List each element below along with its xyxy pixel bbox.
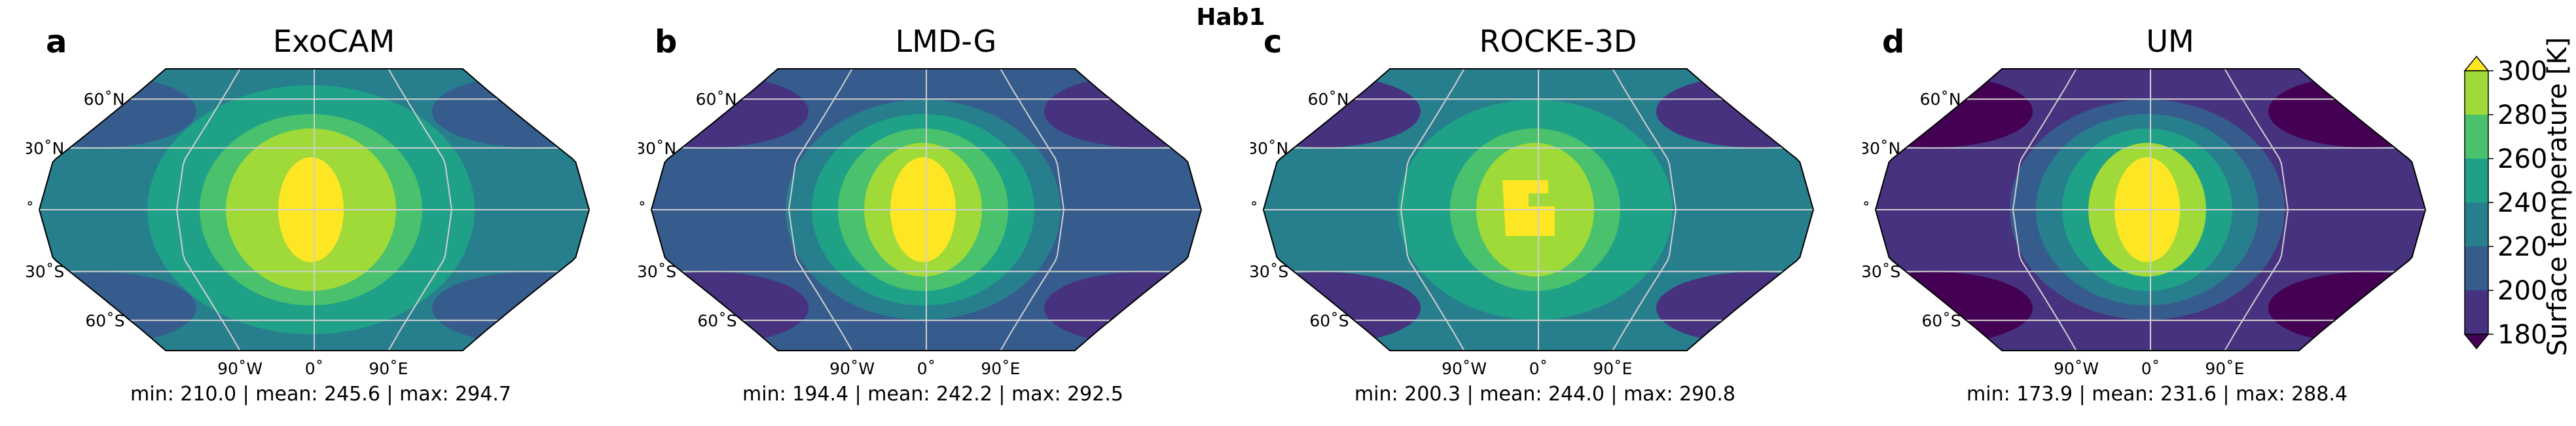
colorbar-tick-label: 280 (2497, 100, 2547, 130)
colorbar: Surface temperature [K] 300 280 260 240 220 2… (2463, 37, 2573, 357)
meridian-line (1400, 69, 1465, 351)
panel-title: UM (2146, 24, 2194, 59)
lat-tick-label: 30˚S (1862, 262, 1900, 281)
panel-d: d UM 60˚N 30˚N 0˚ 30˚S 60˚S 90˚W 0˚ 90˚E min: 1… (1862, 0, 2452, 426)
lon-tick-label: 0˚ (2141, 359, 2160, 378)
colorbar-swatch (2465, 290, 2488, 334)
colorbar-extend-max (2463, 55, 2490, 71)
lon-tick-label: 90˚W (2054, 359, 2099, 378)
lat-tick-label: 30˚S (1250, 262, 1288, 281)
panel-title: LMD-G (895, 24, 997, 59)
lat-tick-label: 60˚N (1308, 90, 1349, 109)
lat-tick-label: 0˚ (638, 201, 646, 220)
lon-tick-label: 90˚W (217, 359, 263, 378)
panel-b: b LMD-G 60˚N 30˚N 0˚ 30˚S 60˚S 90˚W 0˚ 90˚E min… (638, 0, 1227, 426)
panel-title: ROCKE-3D (1479, 24, 1637, 59)
meridian-line (788, 69, 853, 351)
panel-letter: a (46, 24, 67, 60)
lon-tick-label: 90˚E (2205, 359, 2244, 378)
lon-tick-label: 0˚ (1529, 359, 1548, 378)
map-outline (1874, 68, 2427, 351)
lat-tick-label: 0˚ (1862, 201, 1870, 220)
lon-tick-label: 90˚W (1442, 359, 1487, 378)
panel-letter: d (1882, 24, 1905, 60)
lat-tick-label: 60˚N (696, 90, 737, 109)
temperature-map: 60˚N 30˚N 0˚ 30˚S 60˚S 90˚W 0˚ 90˚E (638, 68, 1203, 378)
colorbar-extend-min (2463, 334, 2490, 350)
colorbar-swatch (2465, 71, 2488, 115)
panel-title: ExoCAM (272, 24, 395, 59)
temperature-field (1263, 69, 1813, 351)
lat-tick-label: 30˚S (638, 262, 676, 281)
lat-tick-label: 60˚N (1920, 90, 1961, 109)
map-outline (1262, 68, 1815, 351)
figure-suptitle: Hab1 (1196, 4, 1265, 31)
temperature-map: 60˚N 30˚N 0˚ 30˚S 60˚S 90˚W 0˚ 90˚E (26, 68, 590, 378)
lat-tick-label: 30˚S (26, 262, 64, 281)
colorbar-swatch (2465, 246, 2488, 290)
colorbar-tick-label: 260 (2497, 144, 2547, 174)
lat-tick-label: 30˚N (638, 139, 676, 158)
temperature-band (1502, 180, 1555, 236)
panel-letter: b (655, 24, 678, 60)
lon-tick-label: 90˚W (829, 359, 875, 378)
lat-tick-label: 60˚S (1921, 311, 1961, 330)
colorbar-tick-label: 180 (2497, 320, 2547, 350)
lat-tick-label: 60˚S (697, 311, 736, 330)
lat-tick-label: 60˚S (1309, 311, 1349, 330)
panel-a: a ExoCAM 60˚N 30˚N 0˚ 30˚S 60˚S 90˚W 0˚ 90˚E mi… (26, 0, 615, 426)
panel-stats: min: 200.3 | mean: 244.0 | max: 290.8 (1354, 383, 1735, 406)
colorbar-tick-label: 300 (2497, 56, 2547, 87)
panel-stats: min: 194.4 | mean: 242.2 | max: 292.5 (742, 383, 1123, 406)
colorbar-label: Surface temperature [K] (2543, 37, 2573, 357)
lon-tick-label: 90˚E (981, 359, 1020, 378)
colorbar-swatches (2463, 55, 2490, 350)
lon-tick-label: 90˚E (369, 359, 408, 378)
meridian-line (2012, 69, 2077, 351)
meridian-line (1612, 69, 1677, 351)
colorbar-tick-label: 200 (2497, 276, 2547, 306)
lat-tick-label: 0˚ (26, 201, 34, 220)
lat-tick-label: 30˚N (1250, 139, 1288, 158)
colorbar-tick-label: 220 (2497, 232, 2547, 262)
lat-tick-label: 60˚N (84, 90, 125, 109)
map-outline (38, 68, 590, 351)
panel-letter: c (1263, 24, 1282, 60)
lat-tick-label: 0˚ (1250, 201, 1258, 220)
temperature-map: 60˚N 30˚N 0˚ 30˚S 60˚S 90˚W 0˚ 90˚E (1250, 68, 1815, 378)
colorbar-tick-label: 240 (2497, 188, 2547, 218)
lat-tick-label: 60˚S (85, 311, 124, 330)
lat-tick-label: 30˚N (26, 139, 64, 158)
lon-tick-label: 90˚E (1593, 359, 1632, 378)
colorbar-swatch (2465, 159, 2488, 203)
meridian-line (388, 69, 453, 351)
panel-stats: min: 173.9 | mean: 231.6 | max: 288.4 (1967, 383, 2348, 406)
meridian-line (2224, 69, 2289, 351)
meridian-line (1000, 69, 1065, 351)
meridian-line (175, 69, 241, 351)
lat-tick-label: 30˚N (1862, 139, 1900, 158)
lon-tick-label: 0˚ (305, 359, 323, 378)
colorbar-swatch (2465, 115, 2488, 159)
panel-c: c ROCKE-3D 60˚N30˚N0˚30˚S60˚S90˚W0˚90˚E … (1250, 0, 1840, 426)
lon-tick-label: 0˚ (917, 359, 935, 378)
temperature-map: 60˚N 30˚N 0˚ 30˚S 60˚S 90˚W 0˚ 90˚E (1862, 68, 2427, 378)
panel-stats: min: 210.0 | mean: 245.6 | max: 294.7 (130, 383, 511, 406)
map-outline (650, 68, 1203, 351)
colorbar-swatch (2465, 203, 2488, 246)
